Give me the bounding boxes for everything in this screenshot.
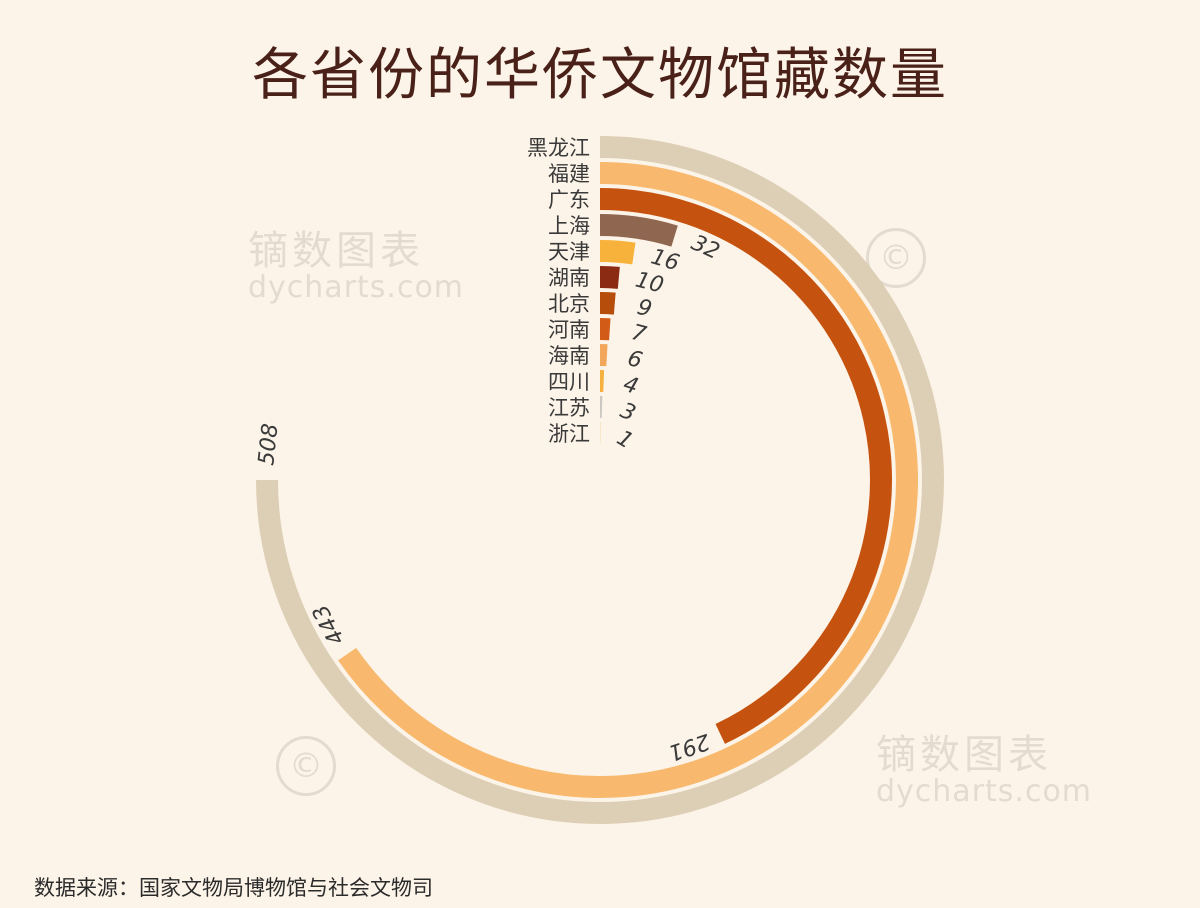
value-label-海南: 6 (625, 346, 645, 374)
bar-黑龙江 (256, 136, 944, 824)
bar-广东 (599, 188, 892, 744)
watermark-text-en-2: dycharts.com (876, 774, 1093, 809)
bar-北京 (599, 292, 616, 315)
category-label-河南: 河南 (548, 318, 590, 342)
category-label-天津: 天津 (548, 240, 590, 264)
category-label-湖南: 湖南 (548, 266, 590, 290)
bar-天津 (599, 240, 636, 265)
watermark-text-en: dycharts.com (248, 270, 465, 305)
data-source: 数据来源：国家文物局博物馆与社会文物司 (34, 876, 433, 900)
value-label-北京: 9 (635, 295, 655, 323)
category-label-海南: 海南 (548, 344, 590, 368)
watermark-text-cn-2: 镝数图表 (876, 732, 1052, 778)
category-label-江苏: 江苏 (548, 396, 590, 420)
value-label-河南: 7 (629, 320, 649, 348)
category-label-四川: 四川 (548, 370, 590, 394)
bar-上海 (599, 214, 678, 247)
value-label-江苏: 3 (617, 398, 639, 426)
category-label-北京: 北京 (548, 292, 590, 316)
category-label-福建: 福建 (548, 162, 590, 186)
category-label-浙江: 浙江 (548, 422, 590, 446)
value-label-浙江: 1 (612, 426, 637, 455)
bar-湖南 (599, 266, 620, 289)
chart-title: 各省份的华侨文物馆藏数量 (252, 43, 948, 108)
bar-福建 (338, 162, 918, 798)
value-label-黑龙江: 508 (254, 422, 283, 466)
category-label-黑龙江: 黑龙江 (527, 136, 590, 160)
category-label-上海: 上海 (548, 214, 590, 238)
copyright-icon-2: © (276, 736, 336, 796)
value-label-湖南: 10 (633, 268, 666, 299)
watermark-text-cn: 镝数图表 (248, 228, 424, 274)
copyright-icon: © (866, 228, 926, 288)
value-label-四川: 4 (620, 372, 641, 400)
category-label-广东: 广东 (548, 188, 590, 212)
